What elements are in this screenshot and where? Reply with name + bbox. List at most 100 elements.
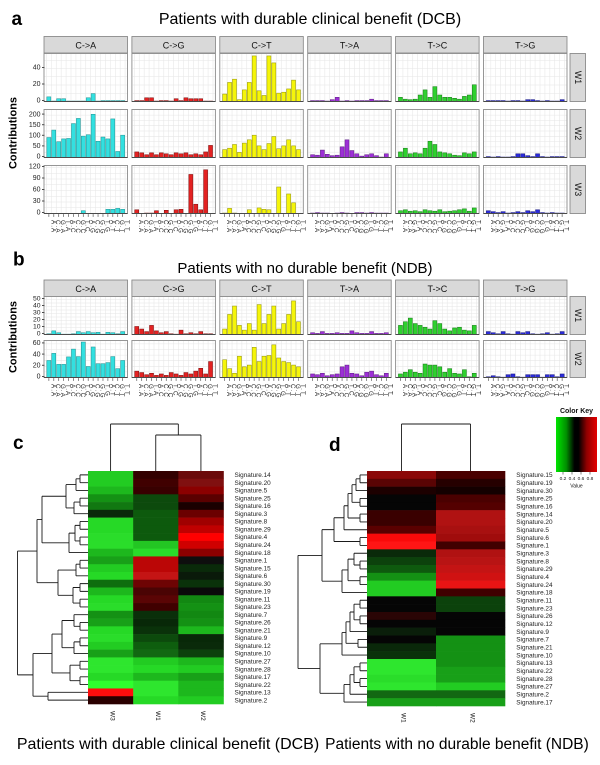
- svg-text:G.T: G.T: [294, 384, 301, 398]
- svg-text:Signature.3: Signature.3: [516, 550, 549, 557]
- svg-text:T.T: T.T: [123, 220, 130, 232]
- svg-text:W2: W2: [573, 352, 583, 365]
- svg-text:A.A: A.A: [137, 384, 144, 397]
- svg-text:C.T: C.T: [377, 384, 384, 397]
- svg-text:C.G: C.G: [445, 384, 452, 398]
- svg-text:Signature.26: Signature.26: [516, 613, 553, 620]
- svg-text:Signature.10: Signature.10: [516, 652, 553, 659]
- svg-text:T.T: T.T: [475, 384, 482, 396]
- svg-text:G.A: G.A: [59, 384, 66, 398]
- svg-text:10: 10: [33, 324, 41, 331]
- svg-text:Signature.12: Signature.12: [516, 621, 553, 628]
- svg-text:150: 150: [29, 122, 41, 129]
- svg-text:C.T: C.T: [377, 220, 384, 233]
- svg-text:C.C: C.C: [425, 384, 432, 398]
- svg-text:C.A: C.A: [54, 384, 61, 398]
- svg-text:T.C: T.C: [84, 220, 91, 233]
- svg-text:G.A: G.A: [235, 384, 242, 398]
- svg-text:A.T: A.T: [460, 384, 467, 397]
- svg-text:Signature.25: Signature.25: [235, 495, 272, 502]
- svg-text:G.T: G.T: [206, 220, 213, 234]
- svg-text:G.C: G.C: [430, 220, 437, 234]
- svg-text:W3: W3: [573, 183, 583, 196]
- svg-text:0: 0: [37, 154, 41, 161]
- svg-text:C.A: C.A: [494, 220, 501, 234]
- svg-text:50: 50: [33, 143, 41, 150]
- svg-text:Signature.4: Signature.4: [235, 534, 268, 541]
- svg-text:A.A: A.A: [225, 220, 232, 233]
- svg-text:T.C: T.C: [259, 384, 266, 397]
- svg-text:A.G: A.G: [89, 384, 96, 398]
- svg-text:100: 100: [29, 133, 41, 140]
- svg-text:120: 120: [29, 164, 41, 171]
- svg-text:Signature.27: Signature.27: [235, 658, 272, 665]
- svg-text:T.A: T.A: [152, 220, 159, 232]
- svg-text:A.T: A.T: [548, 220, 555, 233]
- svg-text:G.G: G.G: [186, 384, 193, 399]
- svg-text:C.A: C.A: [142, 220, 149, 234]
- svg-text:T.T: T.T: [299, 384, 306, 396]
- svg-text:0.6: 0.6: [578, 476, 585, 482]
- svg-text:A.A: A.A: [401, 220, 408, 233]
- svg-text:Signature.16: Signature.16: [235, 503, 272, 510]
- svg-text:Signature.4: Signature.4: [516, 574, 549, 581]
- svg-text:0: 0: [37, 98, 41, 105]
- svg-text:Signature.29: Signature.29: [516, 566, 553, 573]
- svg-text:Signature.8: Signature.8: [235, 519, 268, 526]
- svg-text:Signature.30: Signature.30: [235, 581, 272, 588]
- svg-text:A.A: A.A: [49, 220, 56, 233]
- svg-text:T.T: T.T: [563, 384, 570, 396]
- svg-text:C->A: C->A: [75, 284, 96, 294]
- svg-text:A.C: A.C: [69, 220, 76, 234]
- svg-text:G.A: G.A: [235, 220, 242, 234]
- svg-text:T.A: T.A: [152, 384, 159, 396]
- svg-text:C.G: C.G: [181, 220, 188, 234]
- svg-text:C.G: C.G: [445, 220, 452, 234]
- svg-text:G.A: G.A: [323, 220, 330, 234]
- svg-text:G.T: G.T: [470, 220, 477, 234]
- svg-text:T.T: T.T: [211, 384, 218, 396]
- svg-text:C.T: C.T: [553, 220, 560, 233]
- svg-text:A.G: A.G: [352, 384, 359, 398]
- svg-text:A.C: A.C: [245, 220, 252, 234]
- svg-text:G.C: G.C: [518, 220, 525, 234]
- svg-text:T.A: T.A: [240, 384, 247, 396]
- svg-text:A.G: A.G: [264, 384, 271, 398]
- svg-text:Signature.19: Signature.19: [235, 589, 272, 596]
- svg-text:Signature.9: Signature.9: [235, 635, 268, 642]
- svg-text:40: 40: [33, 351, 41, 358]
- svg-text:Patients with durable clinical: Patients with durable clinical benefit (…: [17, 736, 319, 753]
- svg-text:30: 30: [33, 310, 41, 317]
- svg-text:T.A: T.A: [64, 220, 71, 232]
- svg-text:A.T: A.T: [372, 220, 379, 233]
- svg-text:C.T: C.T: [113, 384, 120, 397]
- svg-text:T.C: T.C: [435, 220, 442, 233]
- svg-text:G.A: G.A: [323, 384, 330, 398]
- svg-text:G.G: G.G: [538, 384, 545, 399]
- svg-text:Signature.14: Signature.14: [235, 472, 272, 479]
- svg-text:G.C: G.C: [255, 384, 262, 398]
- svg-text:50: 50: [33, 296, 41, 303]
- svg-text:C.G: C.G: [94, 220, 101, 234]
- svg-text:A.C: A.C: [508, 384, 515, 398]
- svg-text:Signature.22: Signature.22: [516, 668, 553, 675]
- svg-text:G.C: G.C: [430, 384, 437, 398]
- svg-text:Signature.17: Signature.17: [235, 674, 272, 681]
- svg-text:W3: W3: [109, 711, 116, 721]
- svg-text:T.T: T.T: [387, 220, 394, 232]
- svg-text:A.G: A.G: [440, 220, 447, 234]
- svg-text:Signature.18: Signature.18: [516, 590, 553, 597]
- svg-text:A.C: A.C: [421, 220, 428, 234]
- svg-text:40: 40: [33, 303, 41, 310]
- svg-text:A.A: A.A: [225, 384, 232, 397]
- svg-text:G.C: G.C: [79, 220, 86, 234]
- svg-text:G.G: G.G: [362, 220, 369, 235]
- svg-text:T.C: T.C: [172, 220, 179, 233]
- svg-text:Signature.26: Signature.26: [235, 620, 272, 627]
- svg-text:C.G: C.G: [269, 384, 276, 398]
- svg-text:A.T: A.T: [108, 384, 115, 397]
- svg-text:G.G: G.G: [98, 220, 105, 235]
- svg-text:Signature.15: Signature.15: [235, 565, 272, 572]
- svg-text:d: d: [329, 435, 341, 456]
- svg-text:G.A: G.A: [411, 220, 418, 234]
